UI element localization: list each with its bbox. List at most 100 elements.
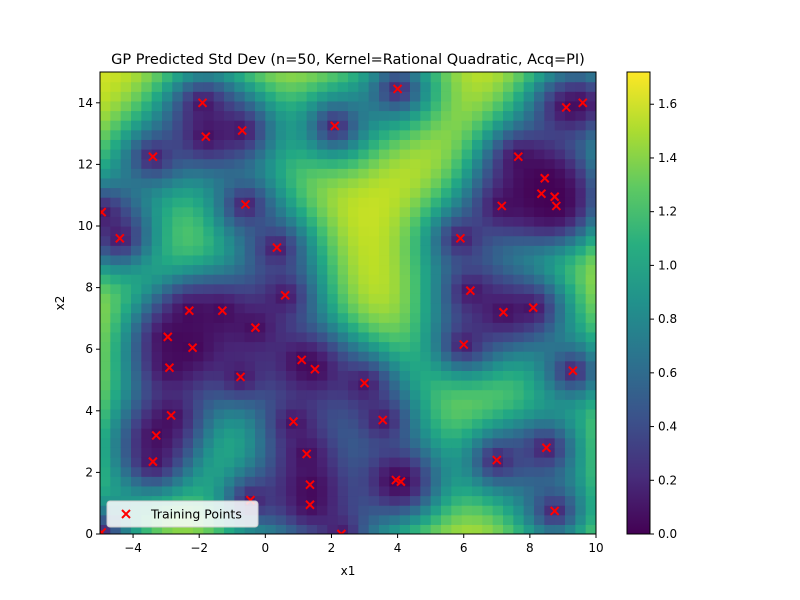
heatmap-cell [503, 226, 514, 237]
heatmap-cell [275, 485, 287, 497]
heatmap-cell [255, 226, 266, 237]
heatmap-cell [224, 81, 235, 92]
heatmap-cell [575, 120, 587, 131]
heatmap-cell [234, 331, 246, 343]
heatmap-cell [110, 81, 122, 92]
heatmap-cell [265, 360, 277, 371]
heatmap-cell [461, 389, 473, 400]
heatmap-cell [544, 72, 556, 83]
heatmap-cell [317, 360, 328, 371]
heatmap-cell [368, 380, 380, 391]
heatmap-cell [193, 226, 204, 237]
heatmap-cell [234, 100, 246, 112]
heatmap-cell [368, 100, 380, 112]
heatmap-cell [182, 187, 194, 198]
heatmap-cell [554, 120, 566, 131]
heatmap-cell [492, 274, 504, 285]
heatmap-cell [275, 399, 287, 410]
heatmap-cell [472, 129, 483, 140]
heatmap-cell [534, 331, 545, 343]
heatmap-cell [193, 293, 204, 304]
heatmap-cell [255, 158, 266, 169]
heatmap-cell [296, 360, 308, 371]
heatmap-cell [172, 418, 184, 429]
heatmap-cell [172, 466, 184, 477]
heatmap-cell [244, 485, 256, 497]
heatmap-cell [182, 447, 194, 458]
y-tick-label: 10 [78, 219, 93, 233]
heatmap-cell [213, 81, 225, 92]
heatmap-cell [575, 264, 587, 275]
heatmap-cell [255, 293, 266, 304]
heatmap-cell [451, 91, 463, 102]
heatmap-cell [513, 476, 525, 487]
heatmap-cell [368, 322, 380, 333]
heatmap-cell [503, 303, 514, 314]
heatmap-cell [368, 139, 380, 150]
heatmap-cell [224, 72, 235, 83]
heatmap-cell [585, 312, 596, 323]
heatmap-cell [503, 389, 514, 400]
heatmap-cell [162, 476, 173, 487]
heatmap-cell [255, 476, 266, 487]
heatmap-cell [306, 380, 318, 391]
heatmap-cell [203, 72, 215, 83]
heatmap-cell [286, 274, 297, 285]
heatmap-cell [337, 81, 349, 92]
heatmap-cell [203, 274, 215, 285]
heatmap-cell [317, 437, 328, 448]
heatmap-cell [358, 399, 370, 410]
heatmap-cell [430, 254, 442, 266]
heatmap-cell [420, 418, 432, 429]
x-tick-label: −4 [124, 541, 142, 555]
heatmap-cell [379, 110, 390, 121]
heatmap-cell [492, 226, 504, 237]
heatmap-cell [255, 149, 266, 160]
heatmap-cell [420, 303, 432, 314]
heatmap-cell [348, 524, 359, 534]
heatmap-cell [182, 399, 194, 410]
heatmap-cell [141, 380, 153, 391]
heatmap-cell [554, 312, 566, 323]
heatmap-cell [430, 197, 442, 208]
heatmap-cell [337, 505, 349, 516]
heatmap-cell [151, 283, 163, 294]
heatmap-cell [451, 72, 463, 83]
heatmap-cell [141, 245, 153, 256]
std-dev-heatmap [100, 72, 596, 534]
heatmap-cell [585, 322, 596, 333]
x-tick-label: −2 [190, 541, 208, 555]
heatmap-cell [348, 149, 359, 160]
heatmap-cell [399, 514, 411, 525]
heatmap-cell [585, 120, 596, 131]
heatmap-cell [131, 91, 142, 102]
heatmap-cell [482, 149, 494, 160]
heatmap-cell [265, 505, 277, 516]
heatmap-cell [544, 158, 556, 169]
heatmap-cell [141, 72, 153, 83]
heatmap-cell [420, 187, 432, 198]
heatmap-cell [337, 485, 349, 497]
heatmap-cell [461, 168, 473, 179]
heatmap-cell [182, 428, 194, 439]
heatmap-cell [554, 303, 566, 314]
heatmap-cell [120, 206, 132, 217]
heatmap-cell [162, 437, 173, 448]
heatmap-cell [255, 72, 266, 83]
heatmap-cell [172, 149, 184, 160]
legend-box [106, 500, 259, 528]
legend: Training Points [106, 500, 259, 528]
heatmap-cell [513, 187, 525, 198]
heatmap-cell [585, 274, 596, 285]
heatmap-cell [544, 120, 556, 131]
heatmap-cell [534, 197, 545, 208]
heatmap-cell [213, 331, 225, 343]
heatmap-cell [193, 149, 204, 160]
heatmap-cell [523, 408, 535, 420]
heatmap-cell [224, 158, 235, 169]
heatmap-cell [255, 447, 266, 458]
heatmap-cell [451, 293, 463, 304]
heatmap-cell [399, 505, 411, 516]
heatmap-cell [244, 264, 256, 275]
heatmap-cell [234, 197, 246, 208]
